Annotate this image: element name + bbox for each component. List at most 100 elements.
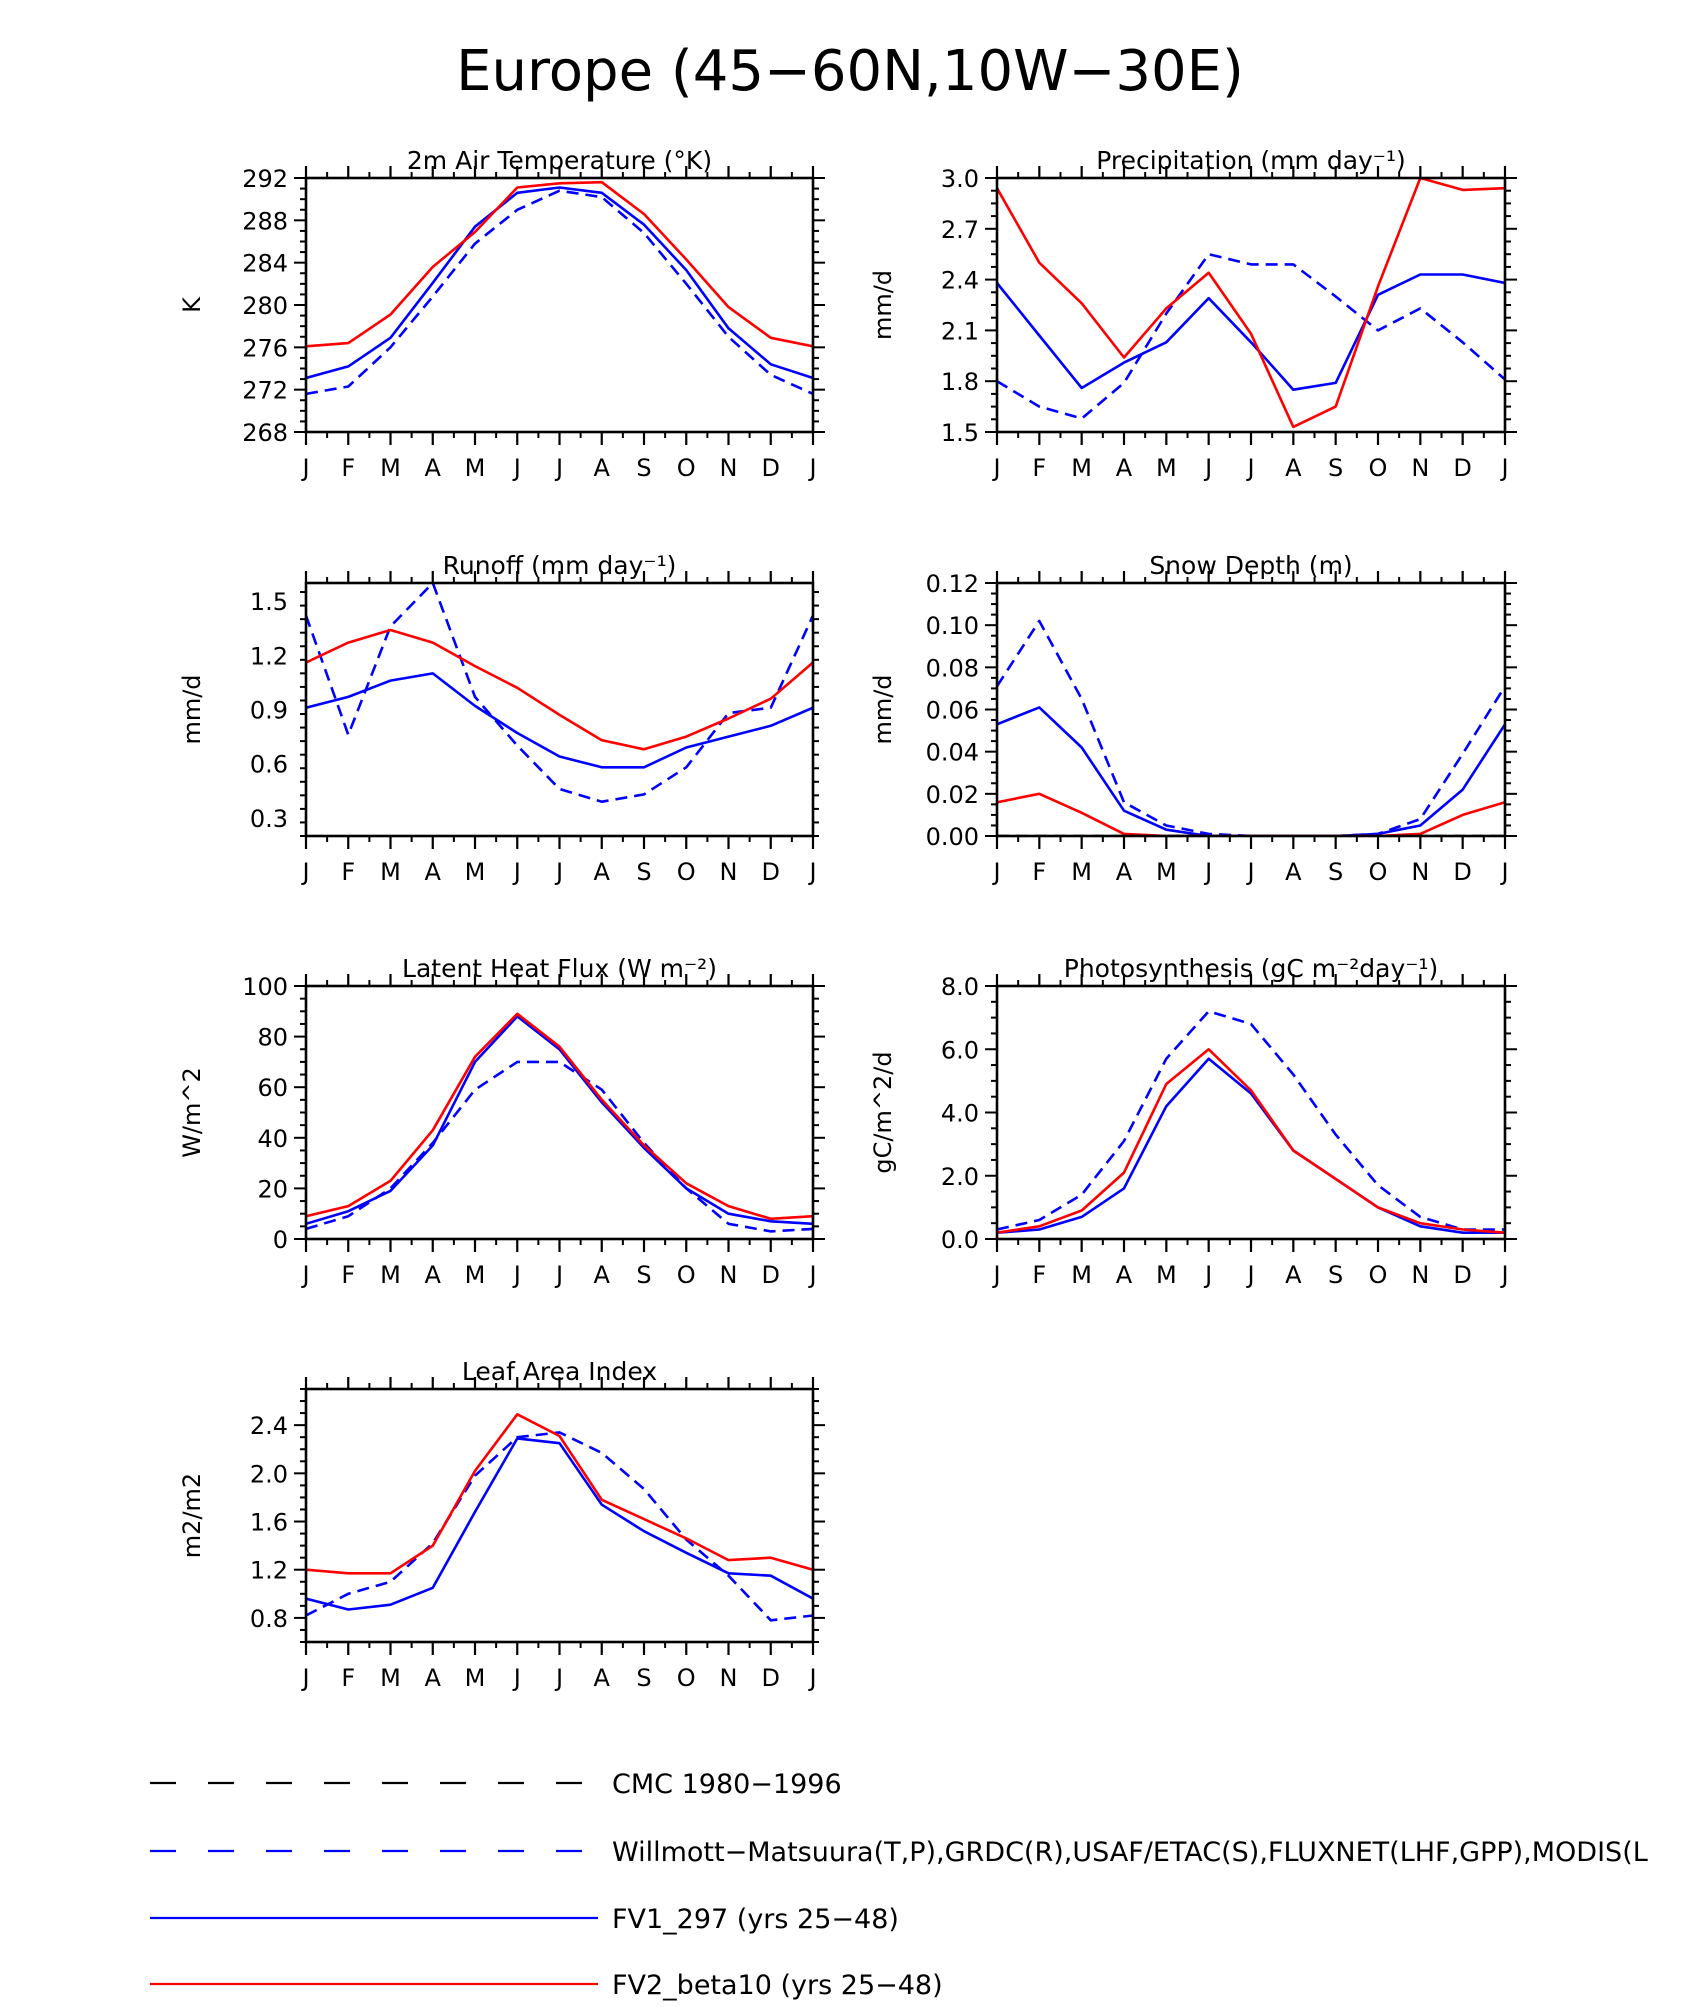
- series-line-fv1: [997, 1057, 1505, 1234]
- x-tick-label: J: [300, 1664, 309, 1692]
- x-tick-label: J: [807, 1261, 816, 1289]
- x-tick-label: A: [594, 1664, 611, 1692]
- panel-data: [306, 583, 813, 804]
- x-tick-label: N: [1411, 454, 1429, 482]
- x-tick-label: D: [1453, 454, 1471, 482]
- y-tick-label: 2.7: [941, 216, 979, 244]
- x-tick-label: F: [341, 454, 355, 482]
- x-tick-label: J: [554, 1664, 563, 1692]
- x-tick-label: J: [554, 858, 563, 886]
- y-tick-label: 1.2: [250, 642, 288, 670]
- x-tick-label: N: [720, 858, 738, 886]
- x-tick-label: A: [1116, 454, 1133, 482]
- series-line-obs: [997, 619, 1505, 836]
- series-line-obs: [306, 189, 813, 396]
- plot-frame: [995, 176, 1507, 434]
- x-tick-label: J: [512, 1261, 521, 1289]
- x-tick-label: O: [1369, 858, 1388, 886]
- x-tick-label: D: [762, 454, 780, 482]
- x-tick-label: F: [1032, 454, 1046, 482]
- legend: CMC 1980−1996 Willmott−Matsuura(T,P),GRD…: [150, 1769, 1648, 2001]
- x-tick-label: F: [341, 1261, 355, 1289]
- x-tick-label: J: [1203, 454, 1212, 482]
- y-tick-label: 40: [257, 1125, 288, 1153]
- series-line-obs: [306, 1060, 813, 1233]
- x-tick-label: J: [1499, 454, 1508, 482]
- x-tick-label: M: [1156, 454, 1177, 482]
- plot-frame: [304, 984, 815, 1241]
- panel-data: [306, 1413, 813, 1622]
- y-tick-label: 2.0: [250, 1460, 288, 1488]
- x-tick-label: M: [465, 454, 486, 482]
- x-tick-label: D: [1453, 858, 1471, 886]
- y-tick-label: 2.0: [941, 1163, 979, 1191]
- series-line-obs: [306, 1431, 813, 1622]
- panel-data: [306, 1012, 813, 1233]
- x-tick-label: J: [512, 1664, 521, 1692]
- x-tick-label: M: [1071, 454, 1092, 482]
- legend-label-obs: Willmott−Matsuura(T,P),GRDC(R),USAF/ETAC…: [612, 1837, 1648, 1868]
- x-tick-label: O: [1369, 1261, 1388, 1289]
- legend-item-fv2: FV2_beta10 (yrs 25−48): [150, 1970, 943, 2001]
- x-tick-label: S: [1328, 858, 1343, 886]
- y-tick-label: 0.02: [926, 781, 979, 809]
- x-tick-label: M: [380, 1664, 401, 1692]
- x-tick-label: M: [465, 1261, 486, 1289]
- plot-frame: [304, 1387, 815, 1644]
- x-tick-label: M: [1071, 858, 1092, 886]
- y-tick-label: 1.6: [250, 1509, 288, 1537]
- legend-label-cmc: CMC 1980−1996: [612, 1769, 842, 1800]
- y-axis-label: gC/m^2/d: [869, 1051, 897, 1173]
- x-tick-label: N: [720, 1261, 738, 1289]
- panel-precip: Precipitation (mm day⁻¹)J F M A M J J A S O N D J1.5…: [869, 146, 1517, 482]
- panel-data: [997, 178, 1505, 429]
- x-tick-label: J: [1203, 1261, 1212, 1289]
- y-tick-label: 2.1: [941, 317, 979, 345]
- panel-gpp: Photosynthesis (gC m⁻²day⁻¹)J F M A M J J A S O N D…: [869, 954, 1517, 1289]
- x-tick-label: A: [594, 454, 611, 482]
- y-tick-label: 0.12: [926, 570, 979, 598]
- legend-label-fv1: FV1_297 (yrs 25−48): [612, 1904, 899, 1935]
- x-tick-label: N: [720, 454, 738, 482]
- x-tick-label: O: [677, 1664, 696, 1692]
- y-tick-label: 276: [242, 334, 288, 362]
- y-tick-label: 1.2: [250, 1557, 288, 1585]
- plot-frame: [304, 176, 815, 434]
- series-line-fv2: [997, 178, 1505, 429]
- x-tick-label: N: [1411, 858, 1429, 886]
- panel-snow: Snow Depth (m)J F M A M J J A S O N D J0.000.020.040…: [869, 551, 1517, 886]
- x-tick-label: A: [1116, 1261, 1133, 1289]
- x-tick-label: M: [465, 858, 486, 886]
- series-line-fv2: [306, 180, 813, 348]
- x-tick-label: A: [1285, 858, 1302, 886]
- legend-item-cmc: CMC 1980−1996: [150, 1769, 842, 1800]
- x-tick-label: M: [380, 1261, 401, 1289]
- x-tick-label: J: [300, 858, 309, 886]
- x-tick-label: A: [1285, 1261, 1302, 1289]
- series-line-fv1: [997, 706, 1505, 836]
- x-tick-label: J: [554, 454, 563, 482]
- x-tick-label: N: [1411, 1261, 1429, 1289]
- x-tick-label: A: [425, 1261, 442, 1289]
- x-tick-label: J: [512, 858, 521, 886]
- x-tick-label: M: [380, 858, 401, 886]
- x-tick-label: D: [762, 1664, 780, 1692]
- series-line-fv1: [306, 186, 813, 380]
- y-tick-label: 0.06: [926, 697, 979, 725]
- x-tick-label: J: [1203, 858, 1212, 886]
- x-tick-label: J: [991, 858, 1000, 886]
- series-line-obs: [306, 583, 813, 804]
- x-tick-label: J: [807, 454, 816, 482]
- panel-data: [306, 180, 813, 396]
- x-tick-label: J: [991, 1261, 1000, 1289]
- series-line-fv2: [997, 1048, 1505, 1234]
- x-tick-label: J: [991, 454, 1000, 482]
- y-tick-label: 0.08: [926, 654, 979, 682]
- x-tick-label: S: [1328, 454, 1343, 482]
- x-tick-label: D: [762, 858, 780, 886]
- y-tick-label: 0.04: [926, 739, 979, 767]
- y-tick-label: 2.4: [941, 267, 979, 295]
- y-tick-label: 272: [242, 377, 288, 405]
- y-tick-label: 1.5: [941, 419, 979, 447]
